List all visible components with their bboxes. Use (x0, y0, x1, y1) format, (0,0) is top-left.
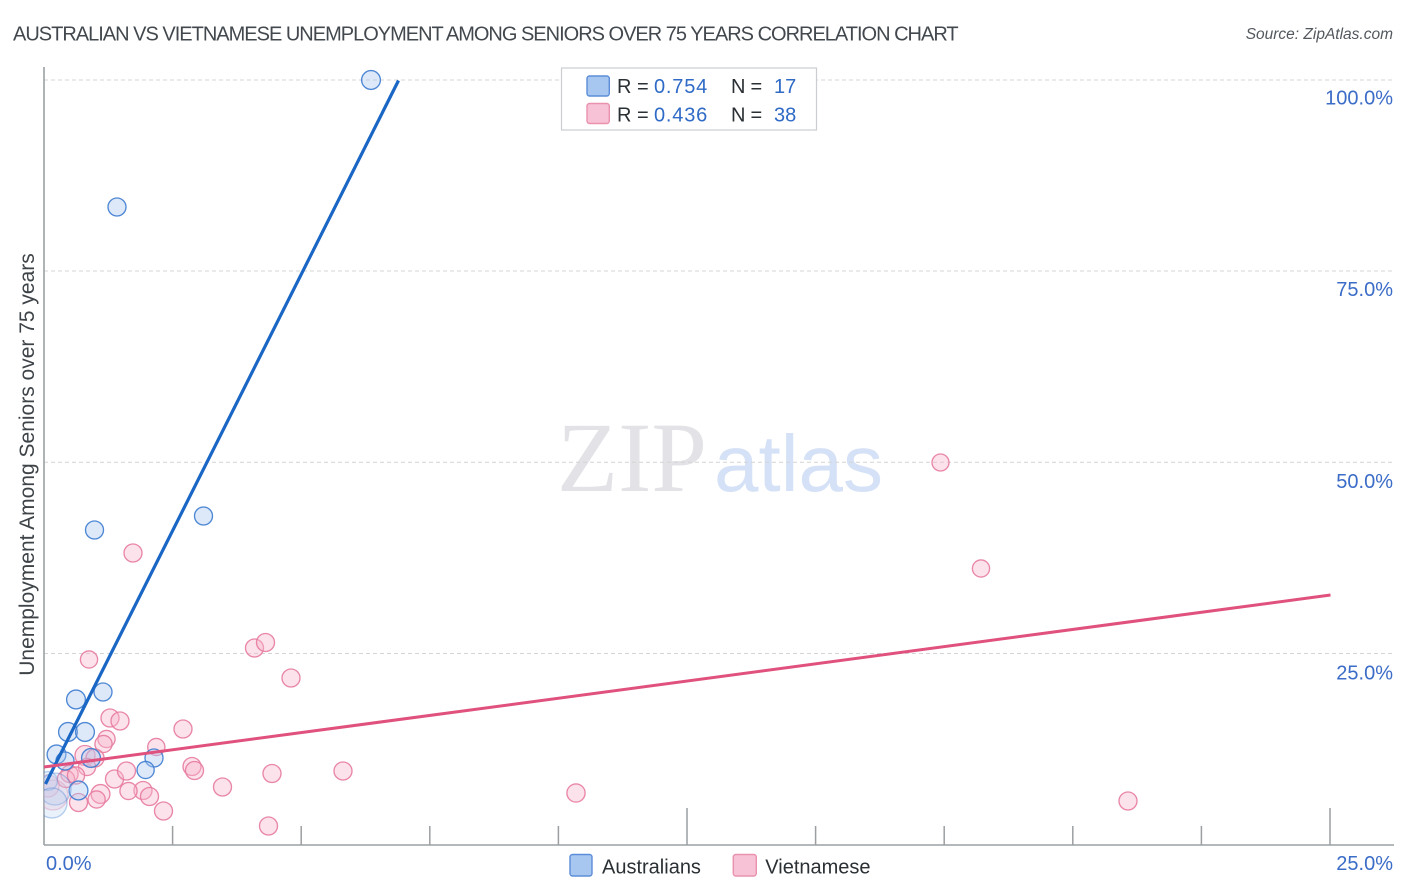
svg-text:25.0%: 25.0% (1336, 853, 1393, 875)
svg-text:atlas: atlas (714, 419, 883, 508)
svg-text:Vietnamese: Vietnamese (765, 857, 870, 879)
svg-text:=: = (637, 105, 649, 127)
svg-text:0.754: 0.754 (654, 76, 708, 98)
svg-text:R: R (617, 76, 631, 98)
svg-text:0.0%: 0.0% (46, 853, 92, 875)
svg-text:0.436: 0.436 (654, 105, 708, 127)
svg-text:38: 38 (774, 105, 796, 127)
svg-text:=: = (751, 105, 763, 127)
svg-text:=: = (751, 76, 763, 98)
svg-text:N: N (731, 105, 745, 127)
svg-text:R: R (617, 105, 631, 127)
svg-text:50.0%: 50.0% (1336, 471, 1393, 493)
svg-text:75.0%: 75.0% (1336, 279, 1393, 301)
svg-text:Australians: Australians (602, 857, 701, 879)
svg-text:100.0%: 100.0% (1325, 88, 1393, 110)
svg-text:17: 17 (774, 76, 796, 98)
svg-text:ZIP: ZIP (557, 402, 707, 513)
svg-text:25.0%: 25.0% (1336, 663, 1393, 685)
svg-text:Unemployment Among Seniors ove: Unemployment Among Seniors over 75 years (16, 253, 39, 676)
svg-text:AUSTRALIAN VS VIETNAMESE UNEMP: AUSTRALIAN VS VIETNAMESE UNEMPLOYMENT AM… (13, 24, 958, 46)
svg-text:=: = (637, 76, 649, 98)
svg-text:Source: ZipAtlas.com: Source: ZipAtlas.com (1246, 26, 1393, 43)
svg-text:N: N (731, 76, 745, 98)
